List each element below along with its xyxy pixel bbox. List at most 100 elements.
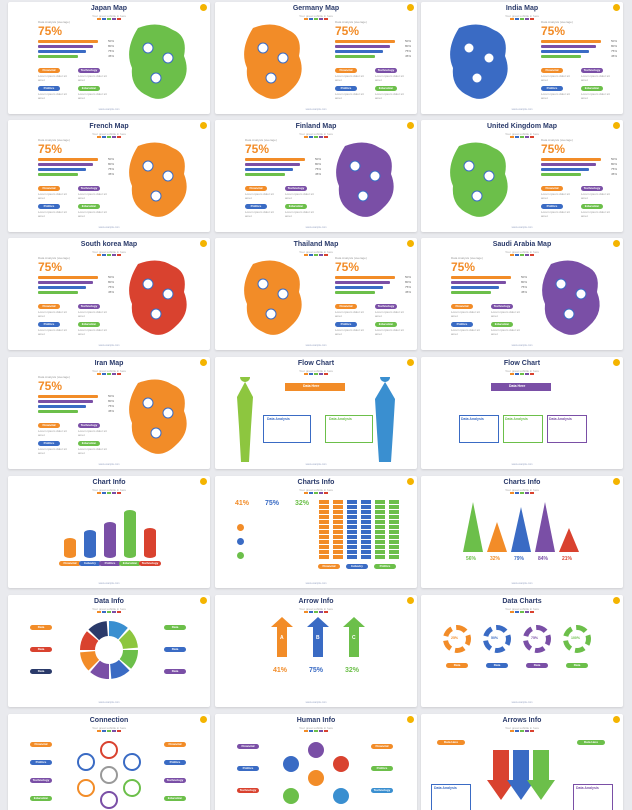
map-pin-icon (471, 190, 483, 202)
category-pill: Education (375, 86, 397, 91)
slide-footer: www.example.com (98, 226, 120, 229)
color-dot (525, 611, 529, 613)
slide-thumbnail-france[interactable]: French Map Your great subtitle in here www… (8, 120, 210, 232)
bar-percent: 45% (405, 54, 412, 58)
slide-footer: www.example.com (511, 701, 533, 704)
color-dot (314, 254, 318, 256)
bar-percent: 45% (108, 172, 115, 176)
color-dot (520, 373, 524, 375)
slide-thumbnail-charts_info[interactable]: Charts Info Your great subtitle in here ww… (215, 476, 417, 588)
connection-pill-right: Education (164, 796, 186, 801)
person-node-icon (333, 756, 349, 772)
waffle-label: Politics (374, 564, 396, 569)
color-dots (97, 136, 121, 138)
bar-percent: 50% (315, 157, 322, 161)
arrow-shape (307, 617, 329, 657)
slide-thumbnail-thailand[interactable]: Thailand Map Your great subtitle in here w… (215, 238, 417, 350)
bar-percent: 45% (611, 54, 618, 58)
color-dot (530, 136, 534, 138)
color-dot (117, 730, 121, 732)
flow-box (503, 415, 543, 443)
slide-thumbnail-iran[interactable]: Iran Map Your great subtitle in here www.e… (8, 357, 210, 469)
slide-thumbnail-flow1[interactable]: Flow Chart Your great subtitle in here www… (215, 357, 417, 469)
color-dot (102, 136, 106, 138)
color-dot (102, 492, 106, 494)
human-pill-left: Financial (237, 744, 259, 749)
category-pill: Financial (541, 186, 563, 191)
color-dots (510, 492, 534, 494)
up-arrow-icon (271, 617, 293, 657)
slide-thumbnail-finland[interactable]: Finland Map Your great subtitle in here ww… (215, 120, 417, 232)
slide-thumbnail-arrow_info[interactable]: Arrow Info Your great subtitle in here www… (215, 595, 417, 707)
connection-pill-left: Financial (30, 742, 52, 747)
category-pill: Politics (38, 204, 60, 209)
slide-thumbnail-data_charts[interactable]: Data Charts Your great subtitle in here ww… (421, 595, 623, 707)
slide-thumbnail-germany[interactable]: Germany Map Your great subtitle in here ww… (215, 2, 417, 114)
pill-caption: Lorem ipsum dolor sit amet (78, 429, 107, 437)
bar-percent: 50% (521, 275, 528, 279)
check-icon (237, 552, 244, 559)
slide-thumbnail-japan[interactable]: Japan Map Your great subtitle in here www.… (8, 2, 210, 114)
pill-caption: Lorem ipsum dolor sit amet (375, 92, 404, 100)
map-pin-icon (142, 278, 154, 290)
pill-caption: Lorem ipsum dolor sit amet (38, 74, 67, 82)
pill-caption: Lorem ipsum dolor sit amet (38, 447, 67, 455)
color-dot (117, 373, 121, 375)
color-dot (520, 254, 524, 256)
slide-thumbnail-flow2[interactable]: Flow Chart Your great subtitle in here www… (421, 357, 623, 469)
pill-caption: Lorem ipsum dolor sit amet (38, 310, 67, 318)
slide-thumbnail-uk[interactable]: United Kingdom Map Your great subtitle in… (421, 120, 623, 232)
pill-caption: Lorem ipsum dolor sit amet (285, 210, 314, 218)
slide-thumbnail-skorea[interactable]: South korea Map Your great subtitle in he… (8, 238, 210, 350)
pill-caption: Lorem ipsum dolor sit amet (38, 92, 67, 100)
slide-title: Data Info (94, 598, 124, 605)
map-region (336, 142, 394, 217)
corner-badge-icon (613, 716, 620, 723)
slide-title: Germany Map (292, 5, 340, 12)
slide-title: United Kingdom Map (487, 123, 557, 130)
connection-pill-right: Financial (164, 742, 186, 747)
color-dot (102, 730, 106, 732)
big-percent: 75% (541, 24, 566, 38)
slide-footer: www.example.com (511, 582, 533, 585)
chart-percent: 32% (295, 500, 310, 507)
pill-caption: Lorem ipsum dolor sit amet (335, 92, 364, 100)
slide-thumbnail-charts_info2[interactable]: Charts Info Your great subtitle in here ww… (421, 476, 623, 588)
map-region (542, 260, 600, 335)
slide-thumbnail-chart_info[interactable]: Chart Info Your great subtitle in here www… (8, 476, 210, 588)
connection-pill-right: Politics (164, 760, 186, 765)
slide-title: Saudi Arabia Map (492, 241, 552, 248)
corner-badge-icon (200, 122, 207, 129)
cone-value: 56% (466, 556, 477, 562)
color-dot (515, 254, 519, 256)
progress-bar (335, 50, 383, 53)
flow-left-label: Data Analysis (267, 417, 290, 421)
slide-thumbnail-data_info[interactable]: Data Info Your great subtitle in here www.… (8, 595, 210, 707)
bar-percent: 80% (108, 399, 115, 403)
cone (463, 502, 483, 552)
corner-badge-icon (613, 478, 620, 485)
color-dot (107, 254, 111, 256)
color-dots (97, 18, 121, 20)
slide-thumbnail-india[interactable]: India Map Your great subtitle in here www.… (421, 2, 623, 114)
slide-title: Flow Chart (297, 360, 335, 367)
country-map-shape (450, 24, 508, 99)
color-dot (319, 254, 323, 256)
human-pill-left: Politics (237, 766, 259, 771)
chart-percent: 75% (265, 500, 280, 507)
waffle-column (333, 500, 343, 560)
flow-box-label: Data Analysis (505, 417, 528, 421)
color-dot (510, 18, 514, 20)
bar-percent: 50% (611, 39, 618, 43)
slide-thumbnail-saudi[interactable]: Saudi Arabia Map Your great subtitle in h… (421, 238, 623, 350)
down-arrow-icon (507, 750, 535, 800)
cone-shape (559, 528, 579, 552)
country-map-shape (336, 142, 394, 217)
country-map-shape (129, 142, 187, 217)
color-dot (525, 136, 529, 138)
data-analysis-label: Data Analysis (average) (38, 375, 70, 379)
